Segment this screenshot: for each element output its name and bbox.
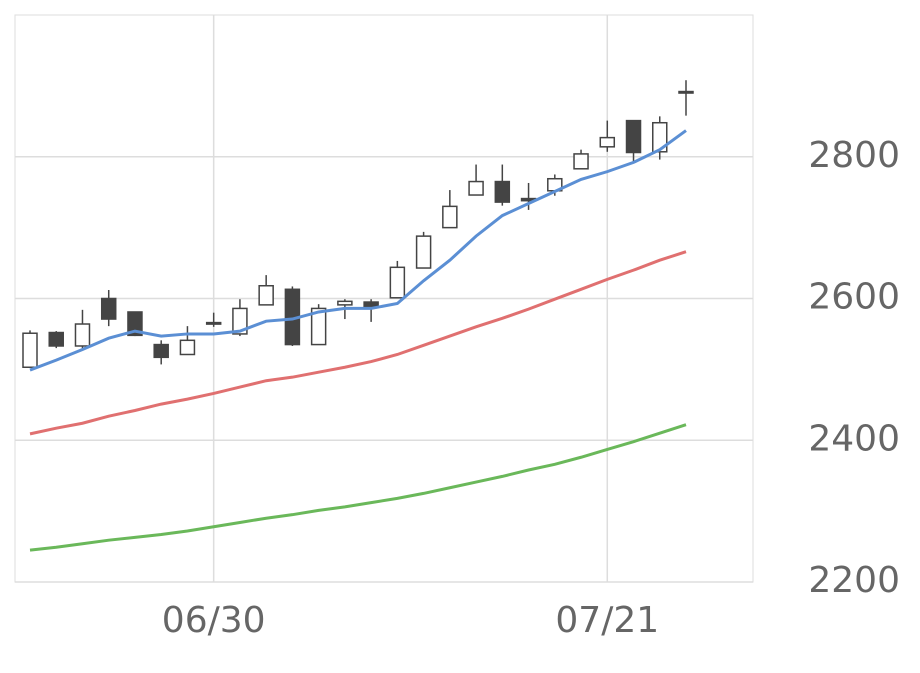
candle-body [625,119,642,154]
candle-body [48,331,64,347]
candle-body [442,205,458,229]
x-tick-label: 07/21 [555,600,659,641]
candle-body [468,180,484,196]
moving-average-line [29,129,687,372]
candle-body [363,301,379,308]
candle-body [205,321,222,325]
candle-body [100,297,117,320]
candle-body [179,339,196,356]
candle-body [494,180,511,203]
candle-body [337,300,353,306]
candle-body [415,235,432,269]
x-tick-label: 06/30 [162,600,266,641]
candle-body [22,332,38,368]
y-tick-label: 2400 [808,418,900,459]
candle-body [232,307,248,335]
candle-body [258,284,274,306]
candle-body [573,153,589,170]
y-tick-label: 2600 [808,277,900,318]
candle-body [678,90,694,94]
candle-body [389,266,406,299]
y-tick-label: 2800 [808,135,900,176]
candle-body [310,307,327,346]
candle-body [127,311,143,337]
moving-average-line [29,423,687,552]
candle-body [74,323,91,347]
y-tick-label: 2200 [808,560,900,601]
candle-body [599,136,616,148]
candle-body [652,121,668,153]
candle-body [153,343,169,359]
moving-average-line [29,250,687,436]
